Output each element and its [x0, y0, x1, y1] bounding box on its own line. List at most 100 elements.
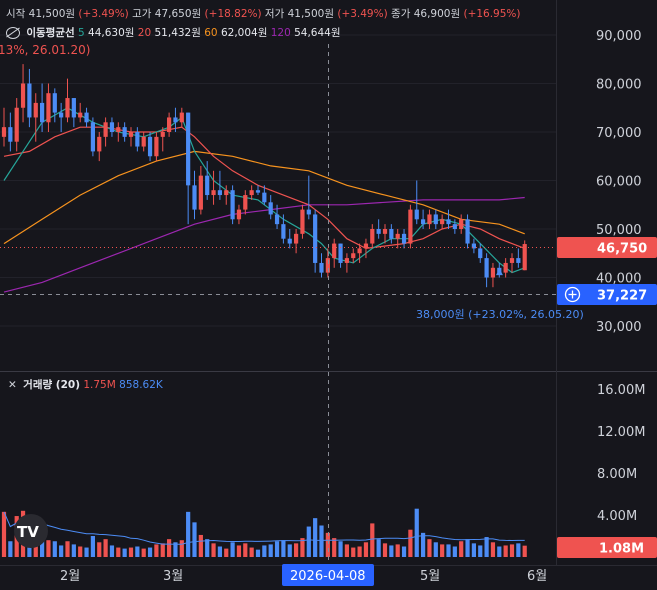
time-label-feb: 2월: [60, 569, 80, 584]
price-gridlines: [0, 34, 556, 327]
volume-bar: [401, 546, 407, 557]
tradingview-logo: TV: [14, 514, 48, 548]
volume-bar: [319, 525, 324, 557]
candle-body: [490, 267, 496, 278]
volume-bar: [249, 547, 254, 557]
volume-bar: [230, 542, 235, 557]
low-marker-icon: ▲: [496, 267, 503, 277]
ma120-period: 120: [270, 27, 291, 39]
volume-bar: [262, 545, 267, 557]
volume-bar: [357, 546, 362, 557]
candle-body: [167, 117, 172, 132]
candle-body: [497, 267, 502, 273]
candle-body: [363, 243, 369, 249]
volume-bar: [421, 532, 426, 557]
volume-bar: [236, 545, 242, 557]
candle-body: [376, 229, 381, 234]
candle-body: [230, 190, 235, 220]
volume-bar: [427, 539, 432, 557]
volume-bar: [509, 544, 515, 557]
candle-body: [389, 229, 394, 239]
volume-bar: [173, 542, 178, 557]
price-tick-label: 30,000: [596, 320, 642, 335]
volume-bar: [306, 526, 311, 557]
close-icon[interactable]: ✕: [8, 379, 17, 391]
candle-body: [217, 190, 222, 196]
candle-body: [186, 112, 191, 186]
volume-bar: [90, 536, 95, 557]
candle-body: [427, 214, 432, 225]
volume-value1: 1.75M: [83, 379, 116, 391]
candle-body: [262, 192, 267, 203]
ma5-period: 5: [78, 27, 85, 39]
candle-body: [414, 209, 419, 220]
candle-body: [122, 127, 127, 137]
candle-body: [478, 248, 483, 259]
volume-tick-label: 16.00M: [597, 383, 645, 398]
candle-body: [452, 224, 457, 229]
volume-bar: [167, 539, 172, 557]
candle-body: [198, 175, 203, 210]
legend-close-change: (+16.95%): [463, 8, 521, 20]
volume-bar: [109, 545, 115, 557]
volume-bar: [274, 541, 280, 557]
candle-body: [46, 93, 51, 123]
candle-body: [421, 219, 426, 225]
add-alert-button[interactable]: [562, 284, 583, 305]
volume-bar: [281, 540, 286, 557]
time-label-may: 5월: [420, 569, 440, 584]
candle-body: [503, 262, 508, 273]
volume-axis: 16.00M 12.00M 8.00M 4.00M: [597, 383, 645, 524]
candle-body: [357, 248, 362, 254]
candle-body: [8, 127, 13, 142]
candle-body: [274, 214, 280, 225]
legend-open-change: (+3.49%): [78, 8, 129, 20]
candle-body: [484, 258, 489, 278]
ma20-period: 20: [137, 27, 152, 39]
crosshair-price-value: 37,227: [597, 289, 647, 304]
candle-body: [351, 253, 356, 259]
candle-body: [395, 233, 400, 239]
volume-bar: [408, 529, 413, 557]
current-price-value: 46,750: [597, 242, 647, 257]
candle-body: [294, 233, 299, 244]
legend-high-value: 47,650원: [154, 8, 202, 20]
volume-bar: [59, 545, 64, 557]
candle-body: [128, 132, 134, 137]
visibility-toggle-icon[interactable]: [6, 27, 20, 39]
volume-bar: [186, 511, 191, 557]
plus-circle-icon[interactable]: [564, 286, 581, 303]
time-label-mar: 3월: [163, 569, 183, 584]
volume-bar: [224, 548, 229, 557]
price-tick-label: 80,000: [596, 78, 642, 93]
volume-bar: [71, 544, 76, 557]
volume-bar: [459, 541, 464, 557]
crosshair-date-tag: [282, 564, 374, 586]
volume-bar: [135, 546, 140, 557]
volume-bar: [287, 544, 292, 557]
volume-bar: [300, 538, 305, 557]
candle-body: [516, 258, 521, 263]
volume-bar: [478, 545, 483, 557]
legend-high-change: (+18.82%): [204, 8, 262, 20]
candle-body: [97, 136, 102, 152]
candle-body: [332, 243, 337, 259]
candle-body: [84, 112, 89, 123]
volume-bar: [490, 542, 496, 557]
candle-body: [224, 190, 229, 196]
candle-body: [440, 219, 445, 225]
volume-bar: [395, 544, 400, 557]
volume-bar: [484, 537, 489, 557]
legend-close-value: 46,900원: [413, 8, 461, 20]
candle-body: [52, 93, 57, 113]
candle-body: [433, 214, 438, 225]
svg-text:TV: TV: [17, 523, 39, 541]
volume-bar: [122, 548, 127, 557]
volume-bar: [363, 542, 369, 557]
volume-ma-line: [3, 511, 525, 545]
candle-body: [65, 98, 70, 118]
volume-tick-label: 12.00M: [597, 425, 645, 440]
candle-body: [344, 258, 349, 263]
volume-bar: [497, 546, 502, 557]
